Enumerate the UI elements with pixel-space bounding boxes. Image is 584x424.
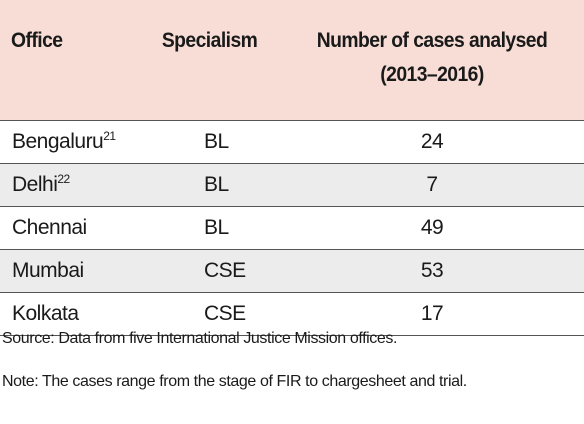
footnote-ref: 22: [57, 172, 70, 186]
office-name: Mumbai: [12, 259, 84, 282]
office-cell: Kolkata: [0, 293, 160, 336]
office-name: Bengaluru: [12, 130, 104, 153]
header-cases-line2: (2013–2016): [380, 63, 484, 86]
header-office: Office: [11, 29, 63, 52]
specialism-cell: BL: [204, 216, 229, 239]
table-row: Bengaluru21 BL 24: [0, 120, 584, 164]
specialism-cell: BL: [204, 130, 229, 153]
cases-cell: 7: [426, 173, 438, 196]
header-cases-line1: Number of cases analysed: [316, 29, 548, 52]
table-row: Delhi22 BL 7: [0, 163, 584, 207]
table-header: Office Specialism Number of cases analys…: [0, 0, 584, 121]
specialism-cell: CSE: [204, 302, 246, 325]
header-specialism: Specialism: [161, 29, 258, 52]
header-row: Office Specialism Number of cases analys…: [0, 0, 584, 121]
office-cell: Bengaluru21: [0, 121, 160, 164]
specialism-cell: BL: [204, 173, 229, 196]
office-cell: Chennai: [0, 207, 160, 250]
cases-cell: 17: [420, 302, 444, 325]
office-cell: Mumbai: [0, 250, 160, 293]
office-name: Kolkata: [12, 302, 79, 325]
office-cell: Delhi22: [0, 164, 160, 207]
footnote-ref: 21: [103, 129, 116, 143]
office-name: Delhi: [12, 173, 58, 196]
table-row: Kolkata CSE 17: [0, 292, 584, 336]
cases-cell: 49: [420, 216, 444, 239]
table-body: Bengaluru21 BL 24 Delhi22 BL 7 Chennai B…: [0, 120, 584, 336]
specialism-cell: CSE: [204, 259, 246, 282]
header-cases: Number of cases analysed (2013–2016): [292, 0, 572, 121]
table-row: Chennai BL 49: [0, 206, 584, 250]
cases-cell: 53: [420, 259, 444, 282]
source-note: Source: Data from five International Jus…: [2, 330, 398, 347]
cases-table: Office Specialism Number of cases analys…: [0, 0, 584, 336]
office-name: Chennai: [12, 216, 87, 239]
remark-note: Note: The cases range from the stage of …: [2, 373, 467, 390]
cases-cell: 24: [420, 130, 444, 153]
table-row: Mumbai CSE 53: [0, 249, 584, 293]
